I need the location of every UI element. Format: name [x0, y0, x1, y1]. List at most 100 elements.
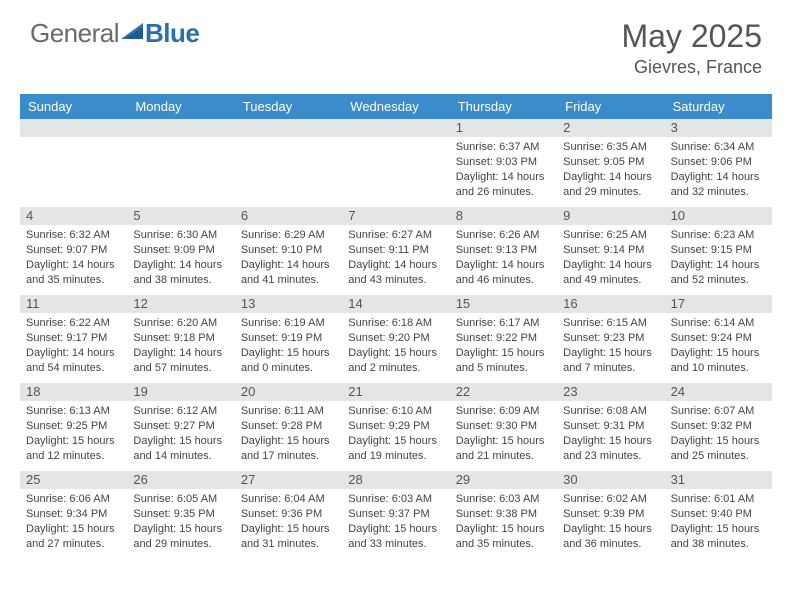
weekday-header: Sunday [20, 94, 127, 119]
sunrise-text: Sunrise: 6:18 AM [348, 316, 443, 331]
daylight-text: Daylight: 15 hours and 10 minutes. [671, 346, 766, 376]
day-content: Sunrise: 6:17 AMSunset: 9:22 PMDaylight:… [450, 313, 557, 379]
sunset-text: Sunset: 9:18 PM [133, 331, 228, 346]
daylight-text: Daylight: 15 hours and 21 minutes. [456, 434, 551, 464]
daylight-text: Daylight: 15 hours and 14 minutes. [133, 434, 228, 464]
calendar: Sunday Monday Tuesday Wednesday Thursday… [20, 94, 772, 559]
day-content: Sunrise: 6:35 AMSunset: 9:05 PMDaylight:… [557, 137, 664, 203]
day-number: 8 [450, 207, 557, 225]
day-cell [235, 119, 342, 207]
month-title: May 2025 [621, 18, 762, 55]
week-row: 18 Sunrise: 6:13 AMSunset: 9:25 PM Dayligh… [20, 383, 772, 471]
sunrise-text: Sunrise: 6:22 AM [26, 316, 121, 331]
weekday-header: Thursday [450, 94, 557, 119]
sunset-text: Sunset: 9:38 PM [456, 507, 551, 522]
day-number: 11 [20, 295, 127, 313]
day-cell: 31Sunrise: 6:01 AMSunset: 9:40 PMDayligh… [665, 471, 772, 559]
sunset-text: Sunset: 9:11 PM [348, 243, 443, 258]
daylight-text: Daylight: 15 hours and 19 minutes. [348, 434, 443, 464]
day-cell: 12Sunrise: 6:20 AMSunset: 9:18 PMDayligh… [127, 295, 234, 383]
daylight-text: Daylight: 14 hours and 29 minutes. [563, 170, 658, 200]
day-cell: 13Sunrise: 6:19 AMSunset: 9:19 PMDayligh… [235, 295, 342, 383]
sunrise-text: Sunrise: 6:19 AM [241, 316, 336, 331]
sunrise-text: Sunrise: 6:07 AM [671, 404, 766, 419]
day-cell: 18Sunrise: 6:13 AMSunset: 9:25 PMDayligh… [20, 383, 127, 471]
sunrise-text: Sunrise: 6:30 AM [133, 228, 228, 243]
day-content: Sunrise: 6:25 AMSunset: 9:14 PMDaylight:… [557, 225, 664, 291]
day-cell: 22Sunrise: 6:09 AMSunset: 9:30 PMDayligh… [450, 383, 557, 471]
daylight-text: Daylight: 14 hours and 38 minutes. [133, 258, 228, 288]
sunset-text: Sunset: 9:29 PM [348, 419, 443, 434]
day-cell: 27Sunrise: 6:04 AMSunset: 9:36 PMDayligh… [235, 471, 342, 559]
location-subtitle: Gievres, France [621, 57, 762, 78]
sunrise-text: Sunrise: 6:23 AM [671, 228, 766, 243]
day-cell: 17Sunrise: 6:14 AMSunset: 9:24 PMDayligh… [665, 295, 772, 383]
weekday-header-row: Sunday Monday Tuesday Wednesday Thursday… [20, 94, 772, 119]
day-content: Sunrise: 6:03 AMSunset: 9:37 PMDaylight:… [342, 489, 449, 555]
sunset-text: Sunset: 9:13 PM [456, 243, 551, 258]
day-number: 22 [450, 383, 557, 401]
day-number: 15 [450, 295, 557, 313]
day-cell: 11Sunrise: 6:22 AMSunset: 9:17 PMDayligh… [20, 295, 127, 383]
sunset-text: Sunset: 9:24 PM [671, 331, 766, 346]
daylight-text: Daylight: 14 hours and 26 minutes. [456, 170, 551, 200]
day-number [20, 119, 127, 137]
daylight-text: Daylight: 15 hours and 33 minutes. [348, 522, 443, 552]
daylight-text: Daylight: 14 hours and 32 minutes. [671, 170, 766, 200]
daylight-text: Daylight: 14 hours and 35 minutes. [26, 258, 121, 288]
day-number: 24 [665, 383, 772, 401]
sunrise-text: Sunrise: 6:01 AM [671, 492, 766, 507]
day-number: 26 [127, 471, 234, 489]
sunrise-text: Sunrise: 6:12 AM [133, 404, 228, 419]
calendar-body: 1Sunrise: 6:37 AMSunset: 9:03 PMDaylight… [20, 119, 772, 559]
sunset-text: Sunset: 9:10 PM [241, 243, 336, 258]
day-number [235, 119, 342, 137]
day-content: Sunrise: 6:22 AMSunset: 9:17 PMDaylight:… [20, 313, 127, 379]
sunrise-text: Sunrise: 6:14 AM [671, 316, 766, 331]
day-cell: 1Sunrise: 6:37 AMSunset: 9:03 PMDaylight… [450, 119, 557, 207]
day-cell: 26Sunrise: 6:05 AMSunset: 9:35 PMDayligh… [127, 471, 234, 559]
daylight-text: Daylight: 15 hours and 17 minutes. [241, 434, 336, 464]
sunset-text: Sunset: 9:37 PM [348, 507, 443, 522]
day-number: 6 [235, 207, 342, 225]
day-number: 16 [557, 295, 664, 313]
sunrise-text: Sunrise: 6:13 AM [26, 404, 121, 419]
sunset-text: Sunset: 9:30 PM [456, 419, 551, 434]
daylight-text: Daylight: 15 hours and 31 minutes. [241, 522, 336, 552]
sunset-text: Sunset: 9:05 PM [563, 155, 658, 170]
week-row: 11Sunrise: 6:22 AMSunset: 9:17 PMDayligh… [20, 295, 772, 383]
day-number: 28 [342, 471, 449, 489]
sunrise-text: Sunrise: 6:10 AM [348, 404, 443, 419]
logo-text-general: General [30, 18, 119, 49]
sunrise-text: Sunrise: 6:35 AM [563, 140, 658, 155]
daylight-text: Daylight: 15 hours and 27 minutes. [26, 522, 121, 552]
sunset-text: Sunset: 9:14 PM [563, 243, 658, 258]
header: General Blue May 2025 Gievres, France [0, 0, 792, 88]
sunset-text: Sunset: 9:34 PM [26, 507, 121, 522]
day-content [235, 137, 342, 197]
sunrise-text: Sunrise: 6:17 AM [456, 316, 551, 331]
day-cell: 30Sunrise: 6:02 AMSunset: 9:39 PMDayligh… [557, 471, 664, 559]
daylight-text: Daylight: 15 hours and 2 minutes. [348, 346, 443, 376]
day-cell: 25Sunrise: 6:06 AMSunset: 9:34 PMDayligh… [20, 471, 127, 559]
day-cell: 19Sunrise: 6:12 AMSunset: 9:27 PMDayligh… [127, 383, 234, 471]
day-number [342, 119, 449, 137]
day-number: 18 [20, 383, 127, 401]
sunrise-text: Sunrise: 6:34 AM [671, 140, 766, 155]
day-cell: 10Sunrise: 6:23 AMSunset: 9:15 PMDayligh… [665, 207, 772, 295]
sunset-text: Sunset: 9:25 PM [26, 419, 121, 434]
day-number: 9 [557, 207, 664, 225]
day-content: Sunrise: 6:07 AMSunset: 9:32 PMDaylight:… [665, 401, 772, 467]
day-content: Sunrise: 6:27 AMSunset: 9:11 PMDaylight:… [342, 225, 449, 291]
daylight-text: Daylight: 15 hours and 36 minutes. [563, 522, 658, 552]
day-content: Sunrise: 6:08 AMSunset: 9:31 PMDaylight:… [557, 401, 664, 467]
day-content: Sunrise: 6:11 AMSunset: 9:28 PMDaylight:… [235, 401, 342, 467]
day-cell: 15Sunrise: 6:17 AMSunset: 9:22 PMDayligh… [450, 295, 557, 383]
sunset-text: Sunset: 9:35 PM [133, 507, 228, 522]
sunrise-text: Sunrise: 6:26 AM [456, 228, 551, 243]
day-content: Sunrise: 6:05 AMSunset: 9:35 PMDaylight:… [127, 489, 234, 555]
day-content: Sunrise: 6:03 AMSunset: 9:38 PMDaylight:… [450, 489, 557, 555]
sunrise-text: Sunrise: 6:02 AM [563, 492, 658, 507]
sunset-text: Sunset: 9:32 PM [671, 419, 766, 434]
day-number: 12 [127, 295, 234, 313]
